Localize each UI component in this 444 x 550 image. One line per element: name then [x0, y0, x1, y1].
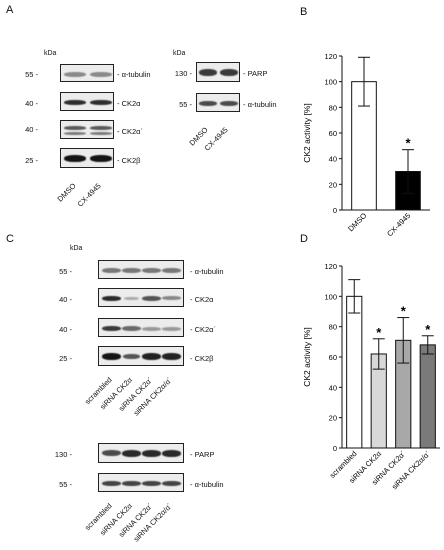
y-tick-label: 80 — [329, 323, 337, 332]
western-blot-strip — [60, 64, 114, 82]
panel-c-kda-label: kDa — [70, 245, 83, 252]
protein-label: - α-tubulin — [190, 267, 224, 276]
western-blot-strip — [98, 288, 184, 307]
protein-label: - CK2α — [190, 295, 214, 304]
y-tick-label: 80 — [329, 103, 337, 112]
western-blot-strip — [60, 120, 114, 139]
y-axis-label: CK2 activity [%] — [302, 327, 312, 387]
panel-c-label: C — [6, 233, 14, 245]
ck2-activity-chart-inhibitor: CK2 activity [%] 0 20 40 60 80 100 120 DMSO * CX-4… — [302, 52, 430, 238]
western-blot-strip — [98, 473, 184, 492]
mw-marker: 25 - — [25, 156, 38, 165]
protein-label: - α-tubulin — [243, 100, 277, 109]
western-blot-strip — [98, 346, 184, 366]
y-tick-label: 40 — [329, 383, 337, 392]
bar — [419, 344, 436, 449]
mw-marker: 40 - — [25, 125, 38, 134]
western-blot-strip — [196, 93, 240, 112]
panel-d-label: D — [300, 233, 308, 245]
mw-marker: 55 - — [25, 70, 38, 79]
ck2-activity-chart-sirna: CK2 activity [%]020406080100120scrambled… — [302, 262, 440, 491]
y-tick-label: 40 — [329, 155, 337, 164]
western-blot-strip — [196, 62, 240, 82]
y-tick-label: 100 — [324, 292, 337, 301]
y-tick-label: 20 — [329, 414, 337, 423]
bar — [346, 295, 363, 449]
mw-marker: 55 - — [59, 267, 72, 276]
lane-label: CX-4945 — [75, 181, 104, 209]
western-blot-strip — [60, 148, 114, 168]
y-tick-label: 60 — [329, 129, 337, 138]
western-blot-strip — [98, 260, 184, 279]
protein-label: - PARP — [190, 450, 215, 459]
western-blot-strip — [60, 92, 114, 111]
mw-marker: 40 - — [59, 295, 72, 304]
protein-label: - CK2β — [117, 156, 141, 165]
panel-a-kda-label: kDa — [44, 50, 57, 57]
panel-a-label: A — [6, 4, 14, 16]
protein-label: - CK2α´ — [190, 325, 217, 334]
mw-marker: 25 - — [59, 354, 72, 363]
protein-label: - α-tubulin — [190, 480, 224, 489]
western-blot-strip — [98, 443, 184, 463]
panel-b-label: B — [300, 6, 308, 18]
protein-label: - CK2β — [190, 354, 214, 363]
panel-a-kda-label-right: kDa — [173, 50, 186, 57]
y-tick-label: 120 — [324, 52, 337, 61]
significance-marker: * — [425, 322, 431, 337]
x-tick-label: CX-4945 — [385, 211, 412, 238]
significance-marker: * — [401, 304, 407, 319]
y-tick-label: 120 — [324, 262, 337, 271]
y-axis-label: CK2 activity [%] — [302, 103, 312, 163]
y-tick-label: 100 — [324, 78, 337, 87]
protein-label: - CK2α — [117, 99, 141, 108]
mw-marker: 55 - — [59, 480, 72, 489]
significance-marker: * — [376, 325, 382, 340]
mw-marker: 40 - — [25, 99, 38, 108]
mw-marker: 55 - — [179, 100, 192, 109]
y-tick-label: 0 — [333, 206, 337, 215]
protein-label: - α-tubulin — [117, 70, 151, 79]
y-tick-label: 0 — [333, 444, 337, 453]
protein-label: - CK2α´ — [117, 127, 144, 136]
x-tick-label: DMSO — [346, 211, 368, 233]
mw-marker: 130 - — [174, 69, 192, 78]
significance-marker: * — [405, 136, 411, 151]
lane-label: DMSO — [54, 181, 78, 204]
protein-label: - PARP — [243, 69, 268, 78]
mw-marker: 40 - — [59, 325, 72, 334]
y-tick-label: 20 — [329, 180, 337, 189]
y-tick-label: 60 — [329, 353, 337, 362]
mw-marker: 130 - — [54, 450, 72, 459]
western-blot-strip — [98, 318, 184, 337]
